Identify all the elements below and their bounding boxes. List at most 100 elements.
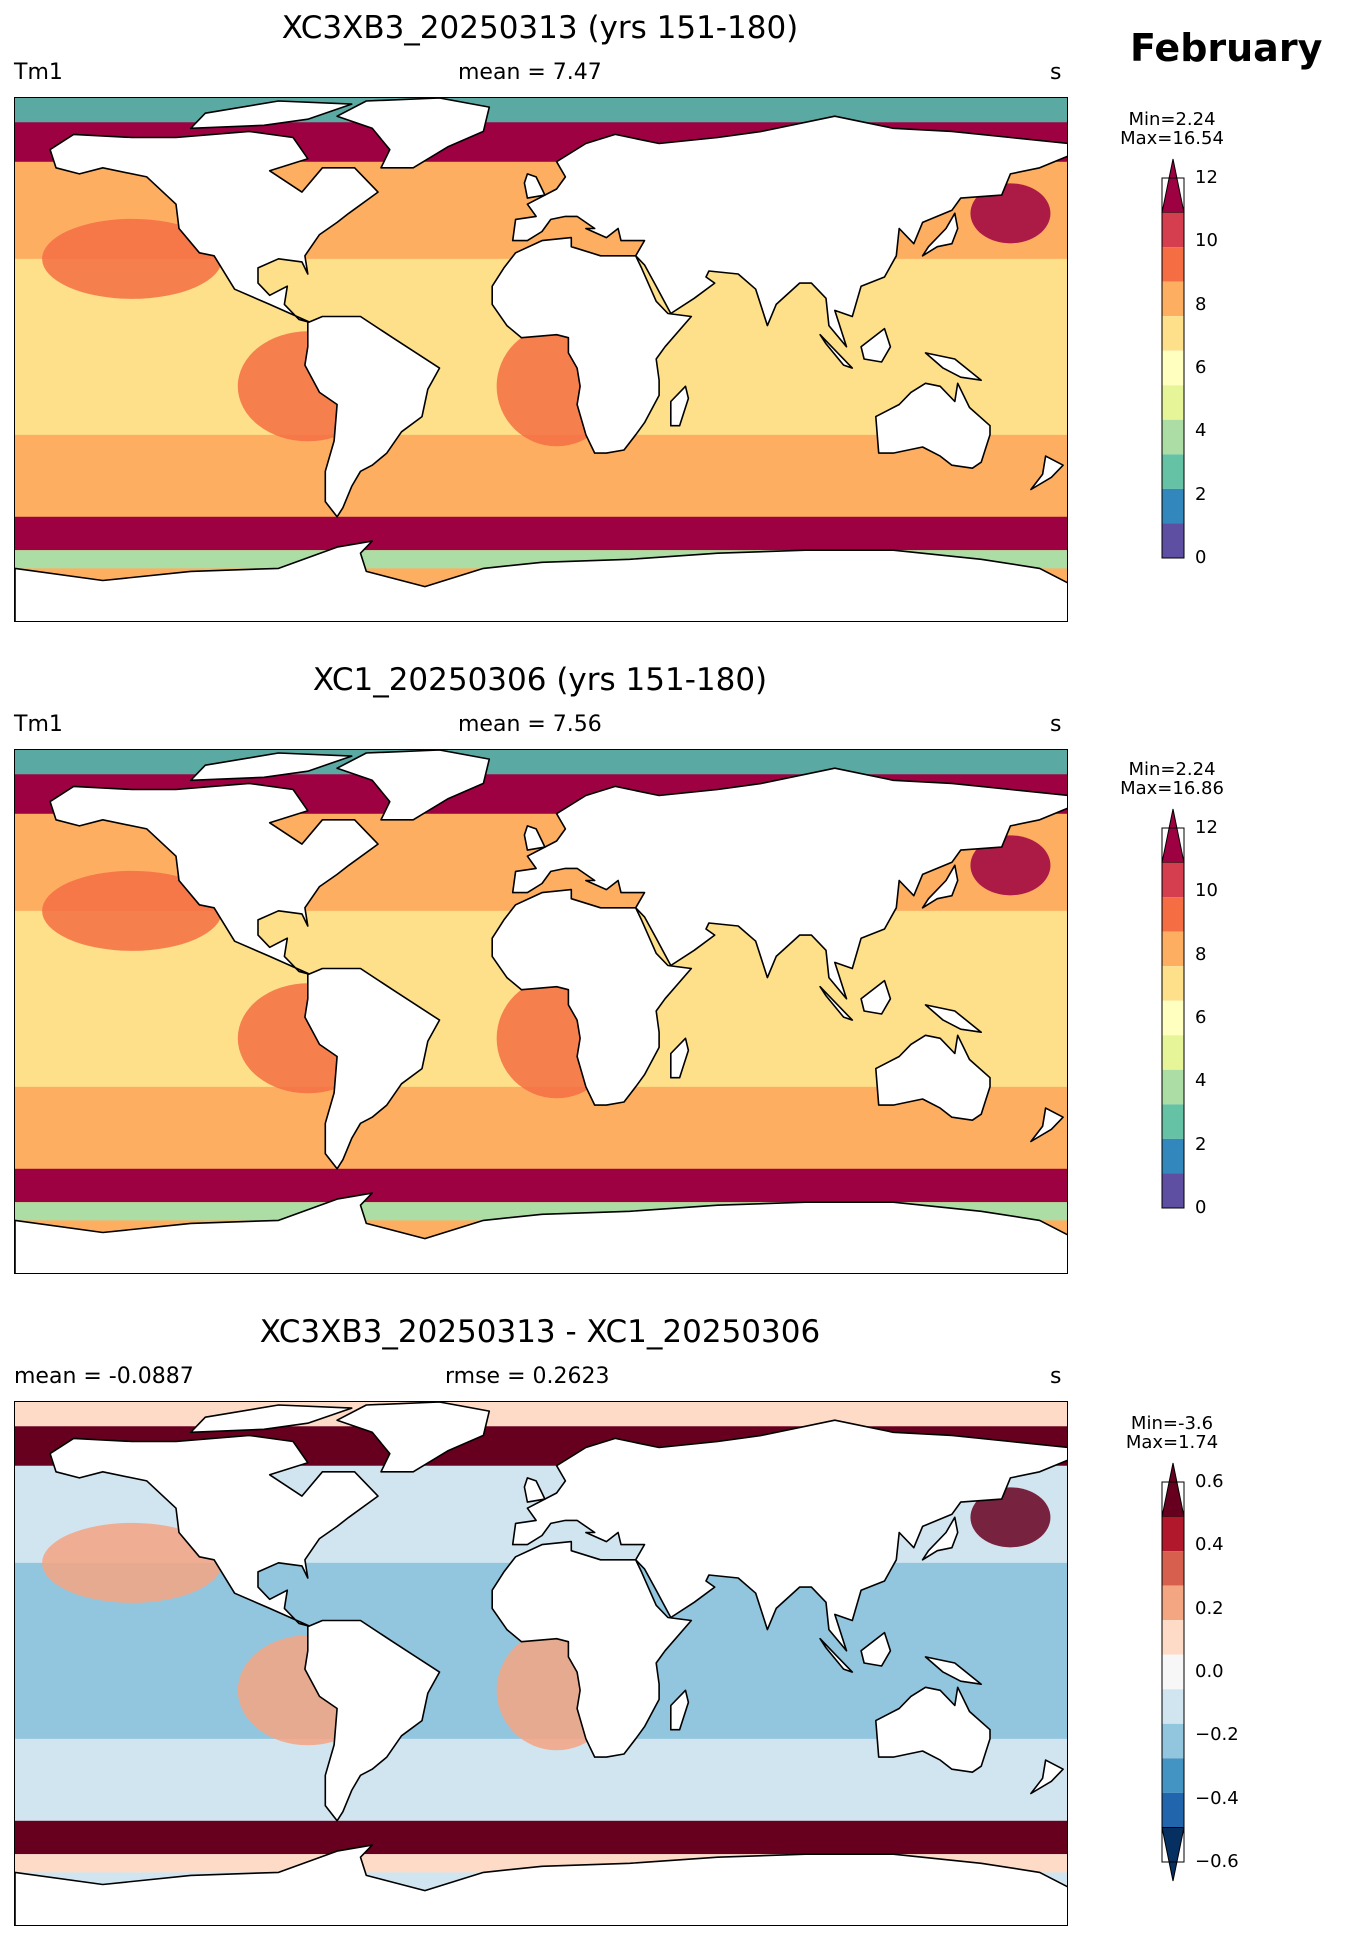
colorbar-tick-label: 0.0 [1195,1661,1224,1682]
land-outline [860,1631,892,1667]
colorbar-segment [1162,1069,1184,1105]
colorbar-stats: Min=2.24 Max=16.86 [1120,760,1224,798]
land-outline [15,1844,1067,1925]
land-outline [15,1192,1067,1273]
colorbar-segment [1162,1792,1184,1828]
colorbar-max: Max=1.74 [1125,1432,1219,1453]
panel-title: XC3XB3_20250313 (yrs 151-180) [281,10,799,46]
colorbar-tick-label: 0.4 [1195,1534,1224,1556]
coastal-patch [970,183,1051,244]
colorbar-tick-label: 6 [1195,1007,1207,1028]
land-outline [523,1477,546,1503]
colorbar-segment [1162,1035,1184,1070]
colorbar-tick-label: 8 [1195,293,1207,315]
land-outline [15,540,1067,621]
panel-left-label: mean = -0.0887 [14,1364,194,1389]
colorbar-tick-label: 2 [1195,483,1207,505]
colorbar [1161,808,1185,1209]
colorbar-tick-label: −0.6 [1195,1851,1239,1872]
coastal-patch [42,870,223,951]
colorbar-segment [1162,1723,1184,1759]
land-outline [304,967,441,1170]
land-outline [49,1434,379,1628]
colorbar-segment [1161,808,1185,864]
land-outline [523,825,546,851]
land-outline [49,782,379,976]
land-outline [189,1404,353,1434]
colorbar-tick-label: 0 [1195,1197,1207,1218]
land-outline [921,1516,959,1561]
colorbar-tick-label: 12 [1195,817,1218,838]
coastal-patch [970,1487,1051,1548]
land-outline [860,327,892,363]
colorbar-segment [1162,931,1184,967]
colorbar-segment [1162,1585,1184,1621]
colorbar-tick-label: −0.2 [1195,1724,1239,1746]
colorbar-segment [1162,1620,1184,1655]
land-outline [875,382,991,469]
colorbar-tick-label: 10 [1195,880,1218,902]
colorbar-segment [1162,247,1184,282]
land-outline [875,1034,991,1121]
colorbar-tick-label: 2 [1195,1133,1207,1155]
panel-center-label: mean = 7.47 [458,60,602,85]
land-outline [49,130,379,324]
colorbar-max: Max=16.86 [1120,778,1224,799]
colorbar-segment [1162,1138,1184,1174]
colorbar-tick-label: 0 [1195,547,1207,568]
southern-ocean-band [15,1820,1067,1855]
colorbar-tick-label: 6 [1195,357,1207,378]
land-outline [1030,1107,1064,1143]
land-outline [1030,1759,1064,1795]
colorbar-segment [1161,158,1185,214]
land-outline [924,1004,982,1033]
colorbar-segment [1162,1516,1184,1552]
land-outline [670,385,690,427]
panel-units-label: s [1050,60,1062,85]
colorbar-segment [1162,1689,1184,1724]
map-field [15,750,1067,1273]
land-outline [819,1637,854,1673]
land-outline [924,1656,982,1685]
land-outline [921,864,959,909]
colorbar-segment [1162,212,1184,248]
colorbar-min: Min=2.24 [1128,109,1216,130]
colorbar-tick-label: 0.2 [1195,1597,1224,1619]
panel-left-label: Tm1 [14,60,63,85]
land-outline [670,1037,690,1079]
panel-title: XC3XB3_20250313 - XC1_20250306 [259,1314,821,1350]
map-field [15,1402,1067,1925]
colorbar-min: Min=2.24 [1128,759,1216,780]
colorbar-segment [1162,316,1184,351]
colorbar-segment [1162,385,1184,420]
colorbar [1161,158,1185,559]
colorbar-max: Max=16.54 [1120,128,1224,149]
colorbar-segment [1162,1551,1184,1586]
colorbar-segment [1162,488,1184,524]
land-outline [336,1402,491,1473]
colorbar-segment [1161,1826,1185,1882]
colorbar-tick-label: 10 [1195,230,1218,252]
land-outline [511,115,1067,348]
colorbar [1161,1462,1185,1882]
land-outline [819,985,854,1021]
colorbar-segment [1162,419,1184,455]
colorbar-segment [1162,1758,1184,1793]
land-outline [304,1619,441,1822]
colorbar-tick-label: −0.4 [1195,1787,1239,1809]
colorbar-stats: Min=2.24 Max=16.54 [1120,110,1224,148]
month-title: February [1130,26,1323,70]
colorbar-frame [1161,177,1185,559]
land-outline [523,173,546,199]
colorbar-segment [1162,523,1184,558]
colorbar-tick-label: 4 [1195,420,1207,442]
panel-center-label: mean = 7.56 [458,712,602,737]
map-panel [14,97,1068,622]
land-outline [819,333,854,369]
panel-title: XC1_20250306 (yrs 151-180) [312,662,768,698]
panel-center-label: rmse = 0.2623 [445,1364,610,1389]
colorbar-stats: Min=-3.6 Max=1.74 [1126,1414,1218,1452]
land-outline [1030,455,1064,491]
land-outline [304,315,441,518]
colorbar-segment [1162,862,1184,898]
